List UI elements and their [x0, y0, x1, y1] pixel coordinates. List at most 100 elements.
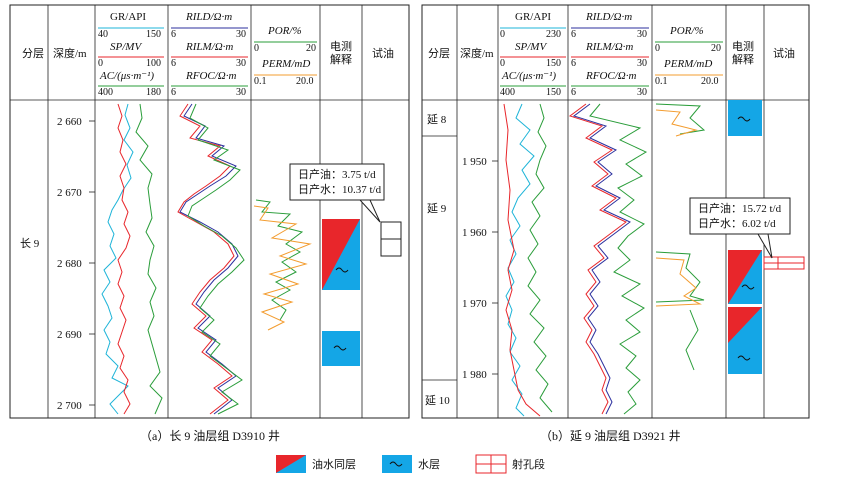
rild-curve: [572, 103, 631, 415]
depth-label: 1 970: [462, 298, 487, 310]
layer-header: 分层: [428, 47, 450, 60]
layer-yan10: 延 10: [425, 394, 450, 407]
layer-yan9: 延 9: [427, 202, 447, 215]
layer-header: 分层: [22, 47, 44, 60]
por-scale-max: 20: [711, 43, 721, 54]
por-curve: [655, 103, 706, 371]
ac-scale-min: 400: [98, 87, 113, 98]
gr-scale-min: 0: [500, 29, 505, 40]
test-header: 试油: [372, 46, 394, 60]
por-label: POR/%: [267, 25, 302, 37]
sp-curve: [503, 103, 541, 417]
callout-water-b: 日产水：6.02 t/d: [698, 216, 776, 230]
panel-a-frame: [9, 4, 410, 419]
legend-water-label: 水层: [418, 458, 440, 471]
ac-scale-max: 150: [546, 87, 561, 98]
gr-scale-max: 230: [546, 29, 561, 40]
gr-sp-ac-curves-a: [101, 103, 163, 415]
rild-scale-min: 6: [571, 29, 576, 40]
perm-scale-min: 0.1: [655, 76, 668, 87]
por-scale-min: 0: [254, 43, 259, 54]
rilm-curve: [568, 103, 627, 415]
rild-curve: [179, 103, 239, 415]
rfoc-label: RFOC/Ω·m: [185, 70, 236, 82]
rilm-scale-max: 30: [637, 58, 647, 69]
panel-b-frame: [421, 4, 810, 419]
rild-label: RILD/Ω·m: [185, 11, 232, 23]
por-scale-min: 0: [655, 43, 660, 54]
rilm-label: RILM/Ω·m: [185, 41, 233, 53]
water-layer-a: [322, 331, 360, 366]
depth-label: 2 660: [57, 116, 82, 128]
caption-a: （a）长 9 油层组 D3910 井: [140, 429, 280, 443]
legend-oil-water-label: 油水同层: [312, 457, 356, 471]
oil-water-layer-a: [322, 219, 360, 290]
layer-yan8: 延 8: [427, 113, 447, 126]
gr-curve: [505, 103, 535, 417]
sp-scale-min: 0: [500, 58, 505, 69]
perm-curve: [655, 109, 702, 307]
ac-curve: [135, 103, 163, 415]
ac-scale-min: 400: [500, 87, 515, 98]
por-label: POR/%: [669, 25, 704, 37]
resistivity-curves-b: [568, 103, 648, 415]
sp-label: SP/MV: [515, 41, 547, 53]
gr-sp-ac-curves-b: [503, 103, 553, 417]
interp-header-1: 电测: [732, 40, 754, 53]
rilm-curve: [177, 103, 235, 415]
rfoc-scale-max: 30: [637, 87, 647, 98]
interp-header-2: 解释: [330, 52, 352, 66]
depth-label: 2 690: [57, 329, 82, 341]
depth-label: 2 670: [57, 187, 82, 199]
perm-scale-max: 20.0: [296, 76, 314, 87]
rild-scale-max: 30: [236, 29, 246, 40]
perm-scale-max: 20.0: [701, 76, 719, 87]
oil-water-layer-b-2: [728, 307, 762, 343]
depth-label: 1 980: [462, 369, 487, 381]
depth-ticks-a: 2 660 2 670 2 680 2 690 2 700: [57, 116, 95, 412]
oil-water-layer-b-1: [728, 250, 762, 304]
resistivity-curves-a: [177, 103, 245, 415]
depth-label: 1 950: [462, 156, 487, 168]
perforation-b: [763, 256, 805, 270]
interp-header-1: 电测: [330, 40, 352, 53]
ac-curve: [527, 103, 553, 413]
gr-scale-min: 40: [98, 29, 108, 40]
sp-scale-min: 0: [98, 58, 103, 69]
depth-label: 2 700: [57, 400, 82, 412]
callout-b: 日产油：15.72 t/d 日产水：6.02 t/d: [689, 197, 791, 259]
perm-scale-min: 0.1: [254, 76, 267, 87]
rilm-scale-min: 6: [171, 58, 176, 69]
water-layer-b-top: [728, 100, 762, 136]
legend-oil-water: 油水同层: [276, 455, 356, 473]
perm-label: PERM/mD: [663, 58, 712, 70]
panel-b: 分层 深度/m 电测 解释 试油 GR/API 0 230 SP/MV 0 15…: [421, 4, 810, 443]
sp-curve: [117, 103, 131, 415]
por-perm-curves-b: [655, 103, 706, 371]
rilm-scale-max: 30: [236, 58, 246, 69]
rilm-label: RILM/Ω·m: [585, 41, 633, 53]
depth-header: 深度/m: [460, 46, 494, 60]
depth-label: 1 960: [462, 227, 487, 239]
interp-header-2: 解释: [732, 52, 754, 66]
gr-label: GR/API: [110, 11, 146, 23]
sp-scale-max: 150: [546, 58, 561, 69]
callout-a: 日产油：3.75 t/d 日产水：10.37 t/d: [289, 163, 385, 223]
rilm-scale-min: 6: [571, 58, 576, 69]
sp-scale-max: 100: [146, 58, 161, 69]
depth-ticks-b: 1 950 1 960 1 970 1 980: [462, 156, 498, 381]
por-curve: [255, 199, 304, 321]
rfoc-label: RFOC/Ω·m: [585, 70, 636, 82]
depth-label: 2 680: [57, 258, 82, 270]
legend-perforation: 射孔段: [475, 454, 545, 474]
water-layer-b-bottom: [728, 343, 762, 374]
legend-water: 水层: [382, 455, 440, 473]
por-scale-max: 20: [306, 43, 316, 54]
callout-oil-a: 日产油：3.75 t/d: [298, 167, 376, 181]
test-header: 试油: [773, 46, 795, 60]
por-perm-curves-a: [253, 199, 312, 331]
legend: 油水同层 水层 射孔段: [276, 454, 545, 474]
caption-b: （b）延 9 油层组 D3921 井: [540, 429, 681, 443]
ac-label: AC/(μs·m⁻¹): [99, 70, 154, 82]
